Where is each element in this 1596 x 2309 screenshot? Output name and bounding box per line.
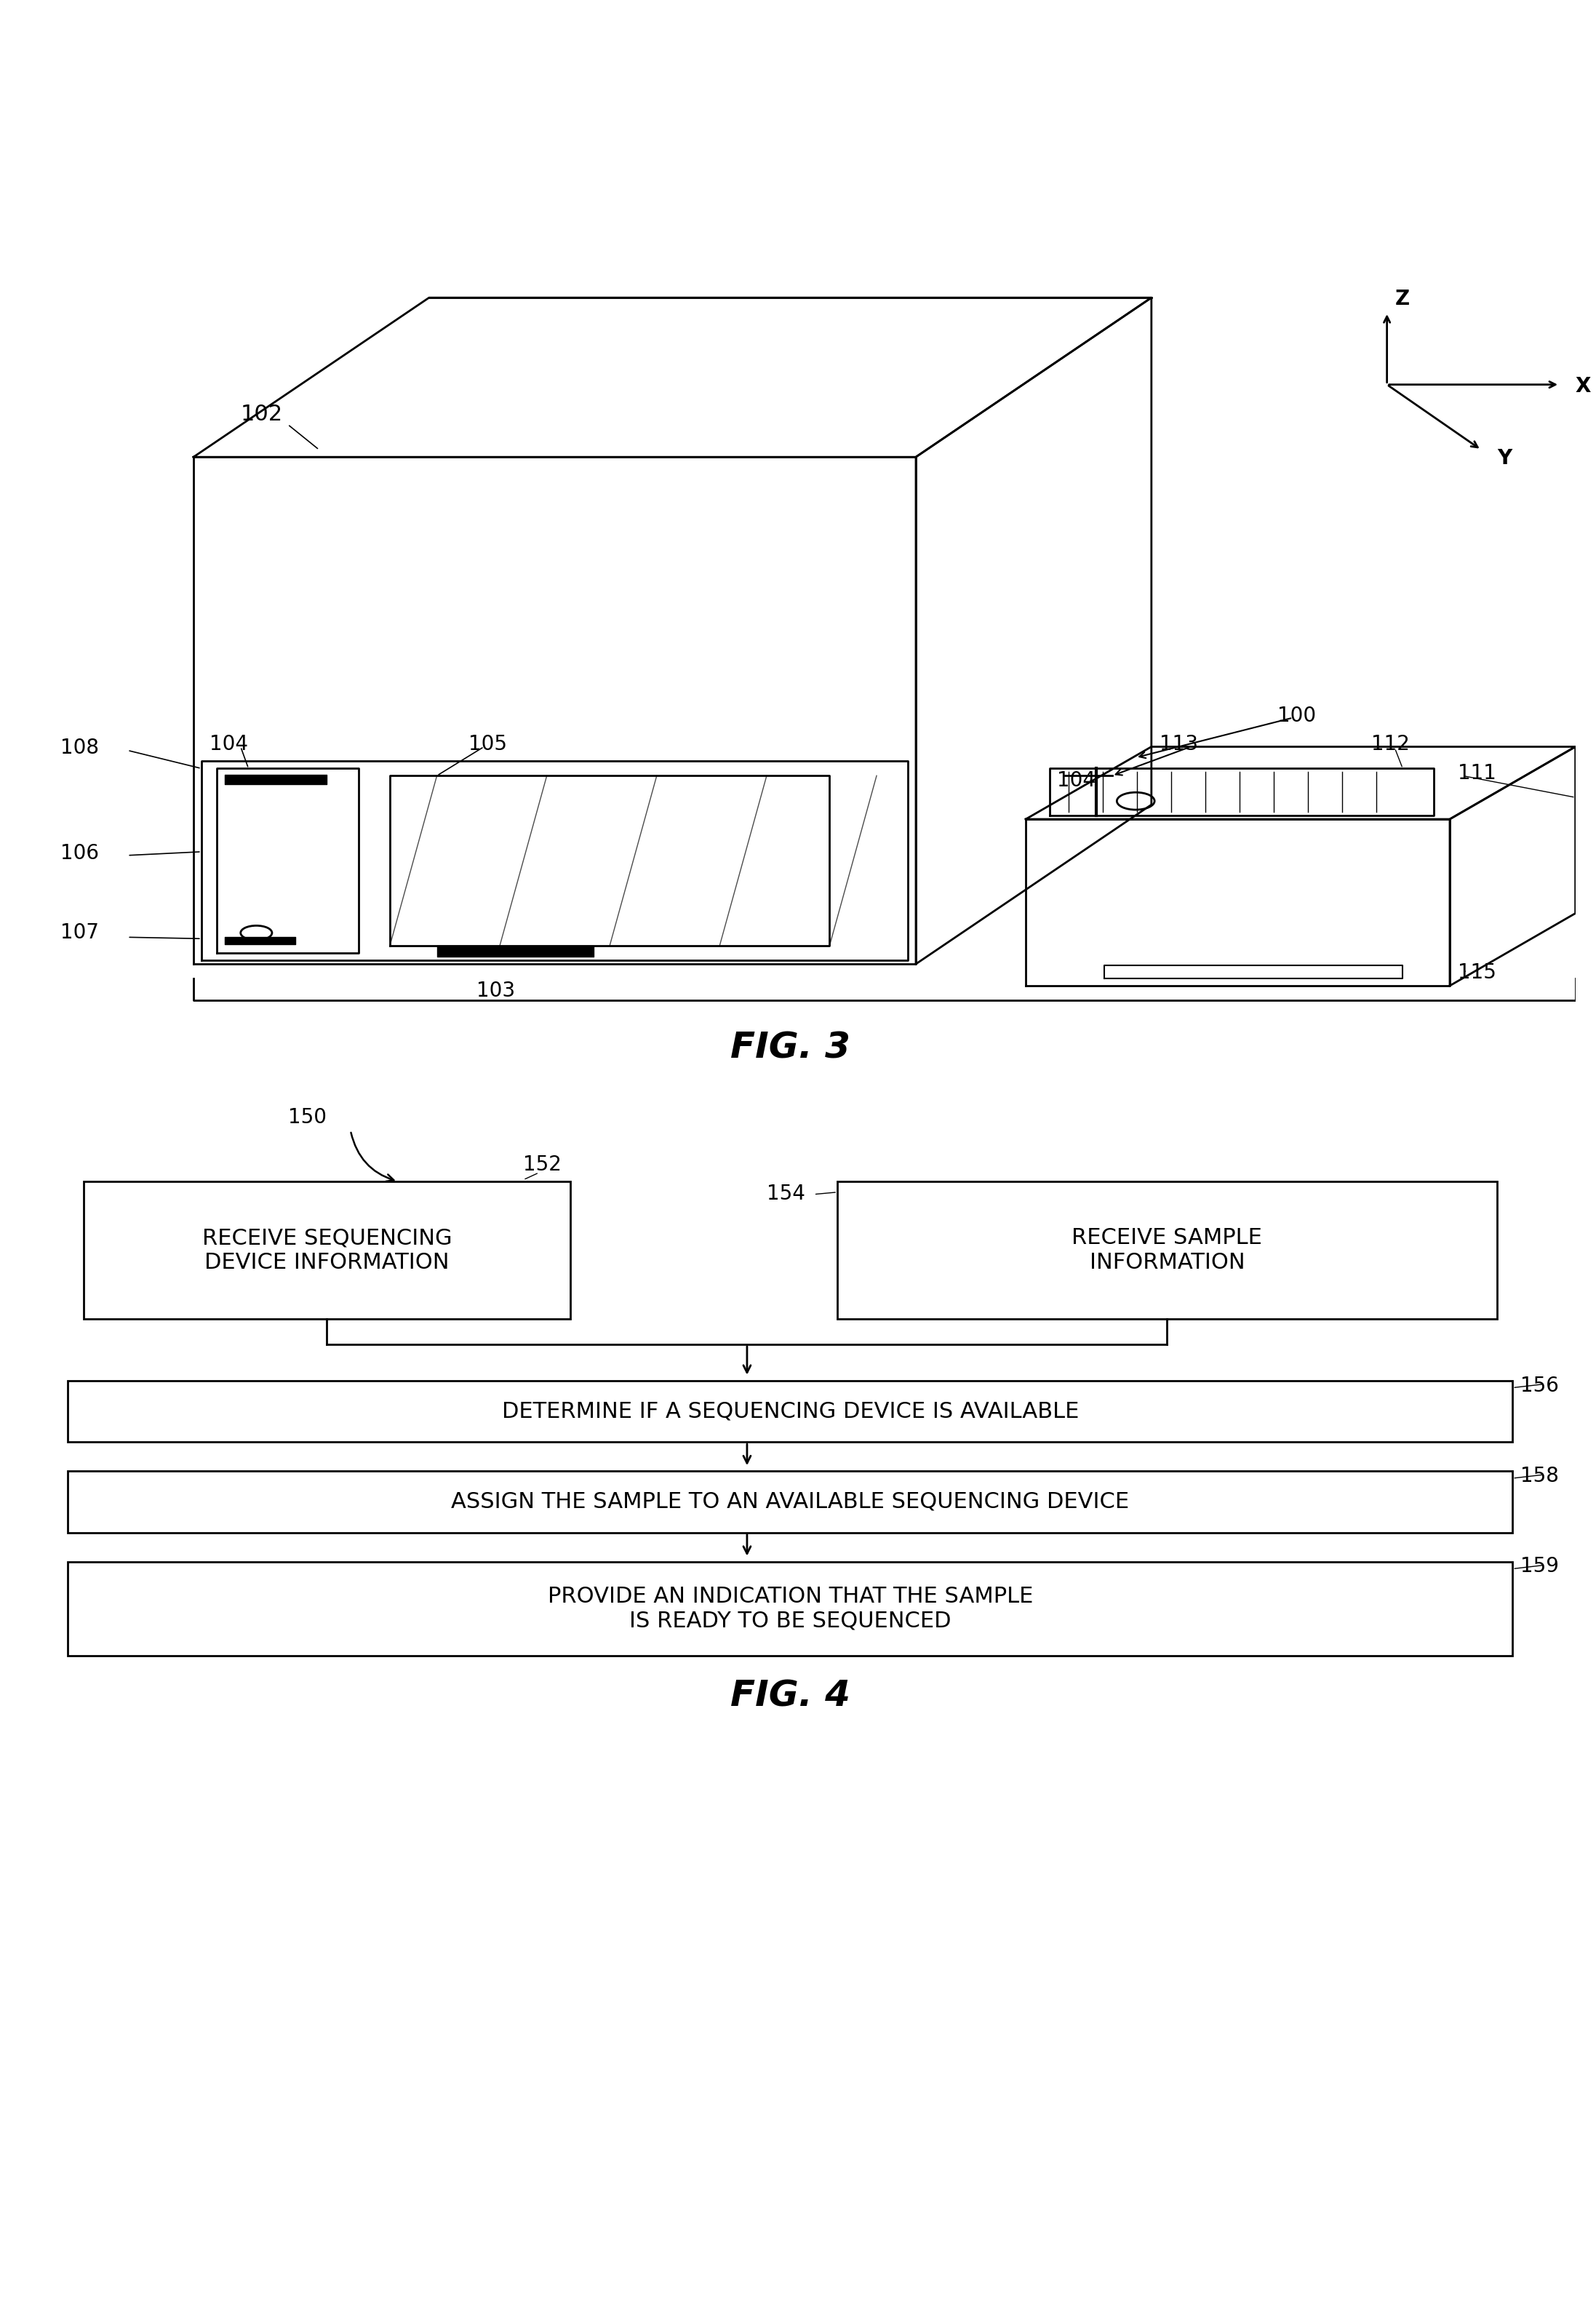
Text: X: X [1575,376,1591,397]
Text: 152: 152 [523,1154,562,1175]
Text: 104: 104 [1057,771,1096,792]
Text: DETERMINE IF A SEQUENCING DEVICE IS AVAILABLE: DETERMINE IF A SEQUENCING DEVICE IS AVAI… [501,1402,1079,1422]
Text: 154: 154 [766,1185,804,1203]
Text: 102: 102 [241,404,282,425]
Text: 104: 104 [209,734,247,755]
Text: 156: 156 [1521,1376,1559,1395]
Text: PROVIDE AN INDICATION THAT THE SAMPLE
IS READY TO BE SEQUENCED: PROVIDE AN INDICATION THAT THE SAMPLE IS… [547,1586,1033,1632]
Text: 105: 105 [468,734,508,755]
FancyBboxPatch shape [838,1182,1497,1318]
Text: RECEIVE SAMPLE
INFORMATION: RECEIVE SAMPLE INFORMATION [1073,1228,1262,1272]
Text: 108: 108 [61,739,99,757]
FancyBboxPatch shape [69,1381,1513,1443]
FancyBboxPatch shape [83,1182,570,1318]
Text: 113: 113 [1159,734,1199,755]
Text: 159: 159 [1521,1556,1559,1577]
Text: 100: 100 [1277,704,1315,725]
FancyBboxPatch shape [69,1561,1513,1656]
Text: RECEIVE SEQUENCING
DEVICE INFORMATION: RECEIVE SEQUENCING DEVICE INFORMATION [203,1228,452,1272]
Text: 111: 111 [1457,764,1495,783]
Text: 106: 106 [61,843,99,864]
Text: 115: 115 [1457,963,1495,984]
FancyBboxPatch shape [69,1471,1513,1533]
Text: 112: 112 [1371,734,1409,755]
Text: FIG. 4: FIG. 4 [731,1679,851,1713]
Text: ASSIGN THE SAMPLE TO AN AVAILABLE SEQUENCING DEVICE: ASSIGN THE SAMPLE TO AN AVAILABLE SEQUEN… [452,1492,1130,1512]
Text: 107: 107 [61,924,99,942]
Text: Z: Z [1395,289,1409,309]
Text: 103: 103 [476,981,516,1002]
Text: Y: Y [1497,448,1511,469]
Text: FIG. 3: FIG. 3 [731,1030,851,1064]
Text: 158: 158 [1521,1466,1559,1487]
Text: 150: 150 [287,1108,326,1127]
